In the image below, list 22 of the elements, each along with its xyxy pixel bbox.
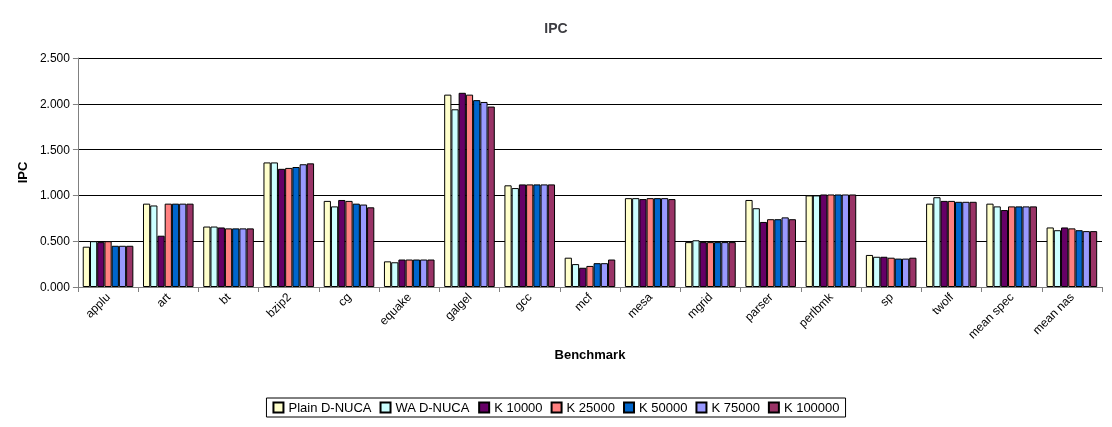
y-tick-label: 2.000 xyxy=(39,96,71,111)
x-axis-title: Benchmark xyxy=(554,346,627,362)
x-tick-label: gcc xyxy=(511,290,535,314)
legend-label: K 75000 xyxy=(711,400,760,415)
y-tick-label: 0.000 xyxy=(39,280,71,294)
x-tick-label: sp xyxy=(877,289,897,309)
x-tick-label: cg xyxy=(335,290,354,309)
y-axis-title: IPC xyxy=(15,161,30,184)
y-tick-label: 0.500 xyxy=(39,234,71,249)
legend-label: K 10000 xyxy=(494,400,543,415)
y-tick-label: 1.500 xyxy=(39,142,71,157)
legend-label: WA D-NUCA xyxy=(395,400,470,415)
legend-label: Plain D-NUCA xyxy=(288,400,372,415)
legend-label: K 25000 xyxy=(566,400,616,415)
y-tick-label: 1.000 xyxy=(39,188,71,203)
legend-label: K 100000 xyxy=(783,400,840,415)
chart-title: IPC xyxy=(544,20,568,36)
legend-label: K 50000 xyxy=(639,400,688,415)
x-tick-label: mcf xyxy=(571,289,596,314)
x-tick-label: bt xyxy=(216,289,234,308)
y-tick-label: 2.500 xyxy=(39,51,71,65)
x-tick-label: art xyxy=(153,289,174,310)
